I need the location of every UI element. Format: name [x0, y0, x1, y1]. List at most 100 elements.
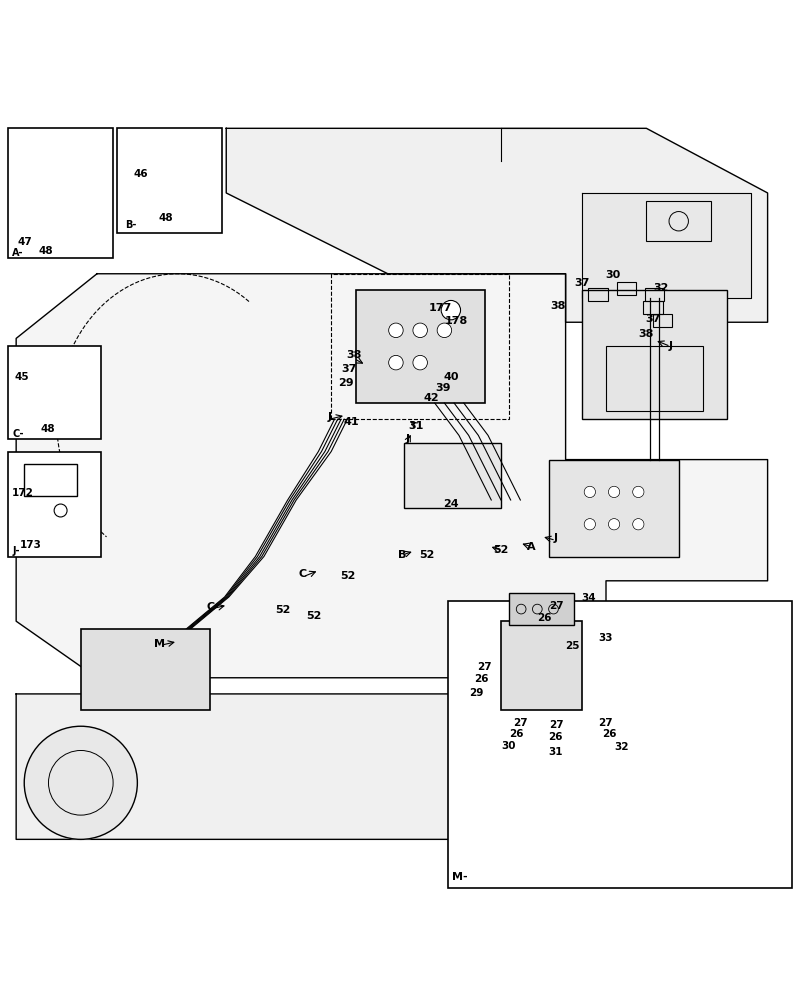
- Circle shape: [413, 323, 427, 338]
- Text: 32: 32: [614, 742, 629, 752]
- Text: 52: 52: [275, 605, 291, 615]
- Text: J-: J-: [12, 546, 19, 556]
- Text: J: J: [669, 341, 672, 351]
- Text: 48: 48: [39, 246, 53, 256]
- Text: 52: 52: [305, 611, 322, 621]
- Bar: [448, 601, 792, 888]
- Bar: [501, 621, 582, 710]
- Text: 38: 38: [638, 329, 654, 339]
- Text: 27: 27: [598, 718, 612, 728]
- Text: 29: 29: [469, 688, 483, 698]
- Circle shape: [608, 519, 620, 530]
- Polygon shape: [582, 193, 751, 298]
- Text: 52: 52: [493, 545, 509, 555]
- Text: 52: 52: [419, 550, 435, 560]
- Text: 172: 172: [12, 488, 34, 498]
- Text: J: J: [328, 412, 331, 422]
- Text: 47: 47: [18, 237, 32, 247]
- Circle shape: [633, 486, 644, 498]
- Text: C: C: [299, 569, 307, 579]
- Bar: [404, 443, 501, 508]
- Circle shape: [437, 323, 452, 338]
- Text: 40: 40: [443, 372, 459, 382]
- Text: 27: 27: [513, 718, 528, 728]
- Text: 41: 41: [343, 417, 360, 427]
- Text: 48: 48: [158, 213, 173, 223]
- Text: J: J: [554, 533, 558, 543]
- Bar: [645, 288, 664, 301]
- Bar: [117, 128, 222, 233]
- Circle shape: [24, 726, 137, 839]
- Text: 26: 26: [537, 613, 552, 623]
- Text: C-: C-: [12, 429, 23, 439]
- Text: 178: 178: [445, 316, 468, 326]
- Text: 38: 38: [549, 301, 566, 311]
- Bar: [653, 314, 672, 327]
- Bar: [588, 288, 608, 301]
- Polygon shape: [226, 128, 768, 322]
- Bar: [8, 452, 101, 557]
- Text: 37: 37: [645, 314, 661, 324]
- Text: 27: 27: [549, 601, 564, 611]
- Text: 177: 177: [429, 303, 452, 313]
- Circle shape: [389, 323, 403, 338]
- Text: B: B: [398, 550, 406, 560]
- Text: 30: 30: [501, 741, 516, 751]
- Circle shape: [389, 355, 403, 370]
- Text: A: A: [528, 542, 536, 552]
- Text: B-: B-: [125, 220, 137, 230]
- Circle shape: [54, 504, 67, 517]
- Polygon shape: [16, 274, 768, 678]
- Text: 26: 26: [602, 729, 617, 739]
- Text: 26: 26: [509, 729, 524, 739]
- Text: 26: 26: [548, 732, 562, 742]
- Text: M: M: [154, 639, 166, 649]
- Bar: [509, 593, 574, 625]
- Text: 38: 38: [346, 350, 362, 360]
- Text: 29: 29: [338, 378, 354, 388]
- Text: 37: 37: [341, 364, 357, 374]
- Bar: [617, 282, 636, 295]
- Bar: [549, 460, 679, 557]
- Text: A-: A-: [12, 248, 23, 258]
- Bar: [356, 290, 485, 403]
- Text: 27: 27: [549, 720, 564, 730]
- Bar: [646, 201, 711, 241]
- Text: M-: M-: [452, 872, 468, 882]
- Bar: [81, 629, 210, 710]
- Circle shape: [608, 486, 620, 498]
- Text: 27: 27: [477, 662, 491, 672]
- Text: 39: 39: [435, 383, 451, 393]
- Text: 45: 45: [15, 372, 29, 382]
- Bar: [606, 346, 703, 411]
- Bar: [331, 274, 509, 419]
- Text: 25: 25: [566, 641, 580, 651]
- Text: J: J: [406, 434, 410, 444]
- Circle shape: [584, 519, 595, 530]
- Text: 37: 37: [574, 278, 590, 288]
- Text: 42: 42: [423, 393, 440, 403]
- Text: 24: 24: [443, 499, 459, 509]
- Circle shape: [441, 300, 461, 320]
- Text: C: C: [206, 602, 214, 612]
- Text: 48: 48: [40, 424, 55, 434]
- Text: 26: 26: [474, 674, 489, 684]
- Circle shape: [413, 355, 427, 370]
- Bar: [643, 301, 663, 314]
- Bar: [8, 346, 101, 439]
- Text: 31: 31: [548, 747, 562, 757]
- Circle shape: [633, 519, 644, 530]
- Text: 173: 173: [20, 540, 42, 550]
- Text: 30: 30: [605, 270, 620, 280]
- Text: 33: 33: [598, 633, 612, 643]
- Polygon shape: [16, 694, 687, 839]
- Text: 32: 32: [653, 283, 669, 293]
- Bar: [24, 464, 77, 496]
- Circle shape: [584, 486, 595, 498]
- Text: 34: 34: [582, 593, 596, 603]
- Text: 46: 46: [133, 169, 148, 179]
- Bar: [8, 128, 113, 258]
- Bar: [582, 290, 727, 419]
- Text: 52: 52: [339, 571, 356, 581]
- Text: 31: 31: [408, 421, 424, 431]
